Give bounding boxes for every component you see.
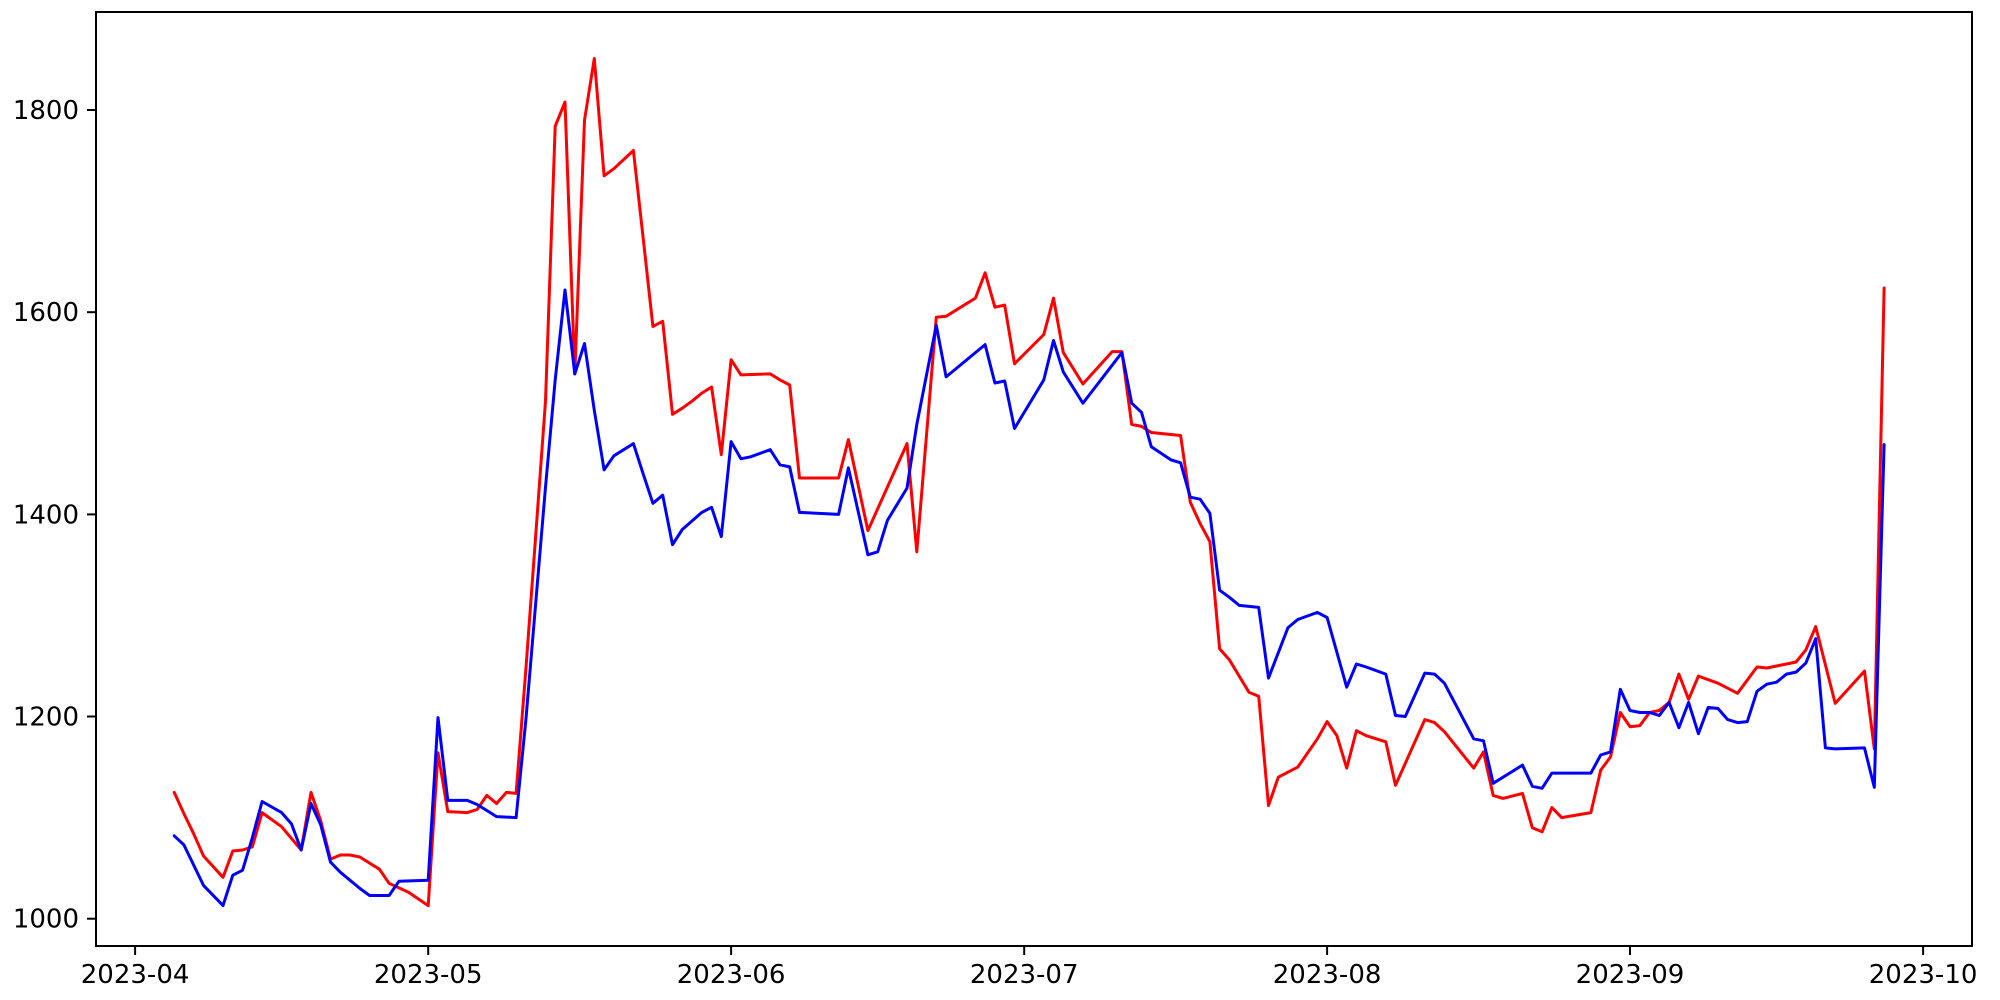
x-tick-label: 2023-07 — [970, 960, 1079, 990]
y-tick-label: 1600 — [13, 298, 79, 328]
x-tick-label: 2023-05 — [374, 960, 483, 990]
y-tick-label: 1400 — [13, 500, 79, 530]
x-tick-label: 2023-09 — [1576, 960, 1685, 990]
y-tick-label: 1800 — [13, 96, 79, 126]
x-tick-label: 2023-06 — [677, 960, 786, 990]
y-tick-label: 1200 — [13, 703, 79, 733]
x-tick-label: 2023-04 — [81, 960, 190, 990]
plot-border — [95, 11, 1973, 947]
x-tick-label: 2023-08 — [1273, 960, 1382, 990]
blue-series-line — [172, 288, 1886, 908]
y-tick-label: 1000 — [13, 905, 79, 935]
x-tick-label: 2023-10 — [1869, 960, 1978, 990]
red-series-line — [172, 57, 1886, 908]
